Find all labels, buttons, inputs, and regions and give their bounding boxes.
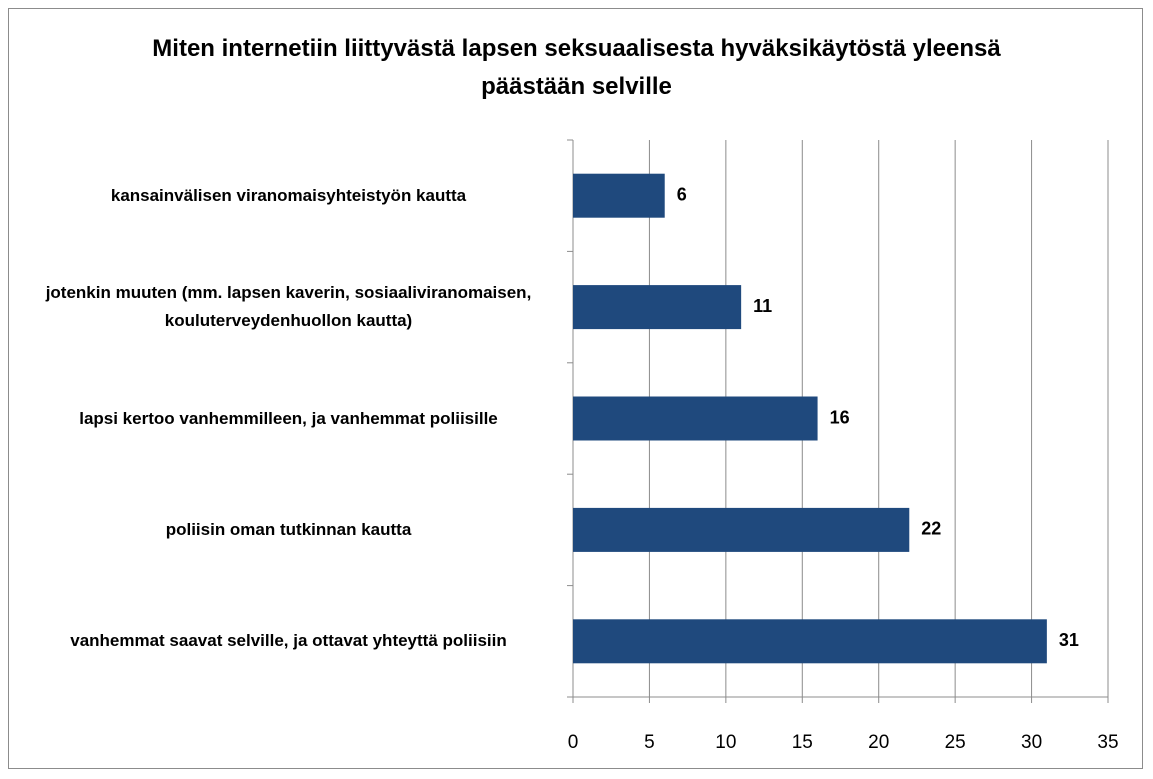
y-tick-label: vanhemmat saavat selville, ja ottavat yh… [70,631,507,651]
chart-border [8,8,1143,769]
x-tick-label: 25 [945,732,966,753]
x-tick-label: 35 [1097,732,1118,753]
x-tick-label: 10 [715,732,736,753]
bar [573,173,665,218]
chart-title: Miten internetiin liittyvästä lapsen sek… [152,35,1001,100]
data-label: 16 [830,407,850,427]
bar [573,396,818,441]
x-tick-label: 30 [1021,732,1042,753]
y-tick-label: kansainvälisen viranomaisyhteistyön kaut… [110,185,467,205]
data-label: 11 [753,296,772,316]
x-tick-label: 0 [568,732,579,753]
x-tick-label: 15 [792,732,813,753]
bar [573,619,1047,664]
y-tick-label: jotenkin muuten (mm. lapsen kaverin, sos… [45,283,532,331]
bar [573,285,742,330]
y-tick-label: lapsi kertoo vanhemmilleen, ja vanhemmat… [79,408,498,428]
y-tick-label: poliisin oman tutkinnan kautta [165,519,412,539]
x-tick-label: 5 [644,732,655,753]
data-label: 31 [1059,630,1079,650]
bar [573,507,910,552]
x-tick-label: 20 [868,732,889,753]
data-label: 22 [921,519,941,539]
data-label: 6 [677,184,687,204]
